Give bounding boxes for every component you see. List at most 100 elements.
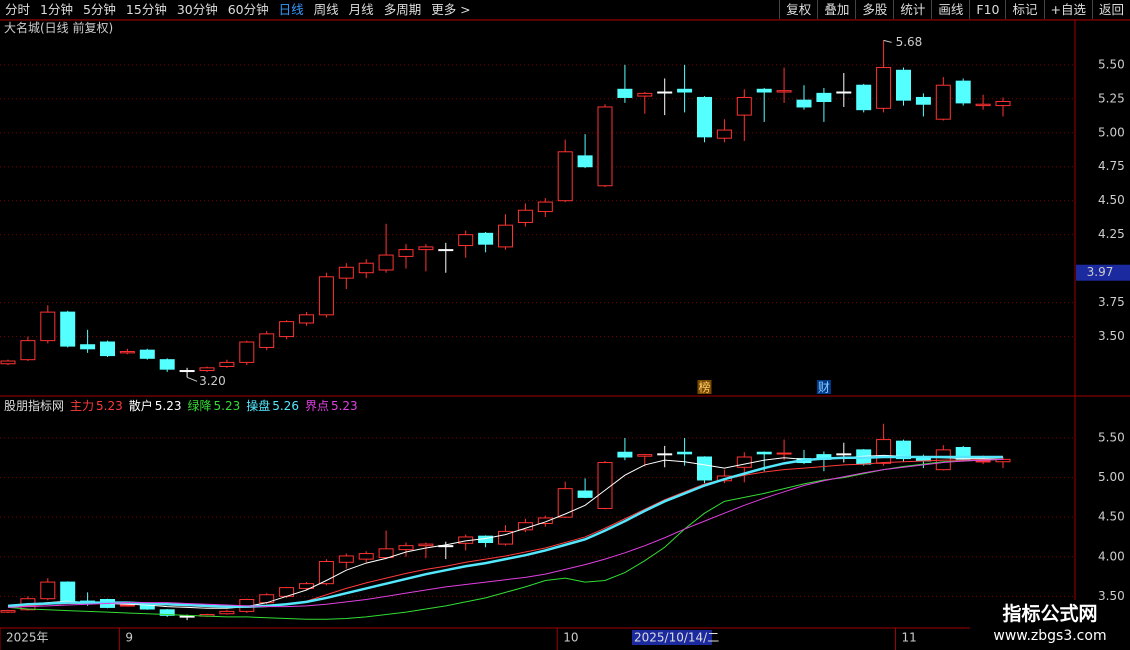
tab[interactable]: 多周期 — [383, 2, 422, 17]
candle-body — [955, 80, 971, 104]
candle-body — [418, 543, 434, 547]
candle-body — [438, 249, 454, 252]
candle-body — [537, 201, 553, 213]
candle-body — [617, 451, 633, 458]
candle-body — [935, 84, 951, 120]
candle-body — [299, 583, 314, 589]
buttons: 复权 叠加 多股 统计 画线 F10 标记 +自选 返回 — [779, 0, 1130, 19]
y-tick-label: 4.50 — [1098, 510, 1125, 524]
candle-body — [40, 311, 56, 342]
tab[interactable]: 60分钟 — [227, 2, 269, 17]
candle-body — [100, 341, 115, 357]
candle-body — [896, 69, 911, 101]
candle-body — [776, 452, 792, 455]
tab[interactable]: 1分钟 — [40, 2, 73, 17]
candle-body — [876, 67, 892, 109]
candle-body — [836, 91, 852, 94]
y-tick-label: 3.75 — [1098, 295, 1125, 309]
toolbar-button[interactable]: 标记 — [1005, 0, 1043, 19]
candle-body — [776, 90, 792, 93]
candle-body — [219, 361, 235, 367]
y-tick-label: 4.75 — [1098, 159, 1125, 173]
legend-value: 5.23 — [213, 399, 241, 413]
candle-body — [378, 254, 394, 271]
candle-body — [318, 276, 334, 316]
candle-body — [657, 91, 673, 94]
legend-value: 5.23 — [330, 399, 358, 413]
tab[interactable]: 日线 — [278, 2, 304, 17]
tab[interactable]: 5分钟 — [82, 2, 116, 17]
toolbar-button[interactable]: 统计 — [893, 0, 931, 19]
candle-body — [716, 129, 732, 139]
candle-body — [40, 581, 56, 600]
candle-body — [199, 367, 215, 372]
toolbar-button[interactable]: F10 — [969, 0, 1005, 19]
event-box — [697, 380, 712, 394]
candle-body — [557, 151, 573, 202]
tab[interactable]: 更多 > — [431, 2, 471, 17]
candle-body — [577, 155, 593, 168]
toolbar-button[interactable]: 叠加 — [817, 0, 855, 19]
candle-body — [836, 453, 852, 456]
legend-name: 散户 — [128, 399, 153, 413]
candle-body — [876, 439, 892, 464]
tab[interactable]: 分时 — [5, 2, 31, 17]
candle-body — [378, 548, 394, 559]
legend-name: 操盘 — [246, 399, 271, 413]
candle-body — [796, 99, 812, 108]
legend-name: 界点 — [304, 399, 329, 413]
candle-body — [677, 88, 693, 93]
candle-body — [597, 462, 613, 509]
candle-body — [995, 101, 1011, 107]
tab[interactable]: 月线 — [348, 2, 374, 17]
x-tick-label: 2025年 — [6, 631, 49, 645]
candle-body — [557, 488, 573, 518]
candle-body — [299, 314, 314, 324]
tab[interactable]: 周线 — [313, 2, 339, 17]
cursor-date: 2025/10/14/二 — [634, 631, 719, 645]
high-label: 5.68 — [896, 35, 923, 49]
candle-body — [915, 96, 931, 105]
legend-value: 5.23 — [154, 399, 182, 413]
toolbar-button[interactable]: 多股 — [855, 0, 893, 19]
candle-body — [259, 333, 275, 348]
candle-body — [119, 604, 135, 607]
toolbar-button[interactable]: 画线 — [931, 0, 969, 19]
indicator-header: 股朋指标网 主力 5.23 散户 5.23 绿降 5.23 操盘 5.26 界点 5.23 — [4, 398, 358, 414]
event-marker: 榜 — [698, 380, 710, 395]
candle-body — [338, 555, 354, 563]
high-pointer — [883, 39, 892, 43]
legend-name: 绿降 — [187, 399, 212, 413]
legend-value: 5.23 — [96, 399, 123, 413]
candle-body — [537, 517, 553, 524]
toolbar-button[interactable]: +自选 — [1043, 0, 1092, 19]
tab[interactable]: 30分钟 — [176, 2, 218, 17]
candle-body — [0, 360, 16, 365]
cursor-price-box — [1076, 264, 1130, 281]
y-tick-label: 5.00 — [1098, 470, 1125, 484]
candle-body — [418, 246, 434, 251]
candle-body — [60, 311, 76, 347]
candle-body — [736, 456, 752, 468]
candle-body — [478, 232, 494, 245]
tab[interactable]: 15分钟 — [125, 2, 167, 17]
legend-name: 主力 — [70, 399, 95, 413]
y-tick-label: 3.50 — [1098, 589, 1125, 603]
x-tick-label: 9 — [125, 631, 133, 645]
toolbar-button[interactable]: 返回 — [1091, 0, 1130, 19]
candle-body — [119, 351, 135, 354]
y-tick-label: 5.50 — [1098, 57, 1125, 71]
toolbar: 分时 1分钟 5分钟 15分钟 30分钟 60分钟 日线 周线 月线 多周期 更多 > 复权 叠加 多股统… — [0, 0, 1130, 20]
indicator-title: 股朋指标网 — [4, 399, 65, 413]
toolbar-button[interactable]: 复权 — [779, 0, 817, 19]
candle-body — [458, 234, 474, 247]
candle-body — [736, 96, 752, 116]
candle-body — [398, 249, 414, 257]
candle-body — [756, 88, 772, 93]
y-tick-label: 4.25 — [1098, 227, 1125, 241]
candle-body — [20, 340, 36, 361]
candle-body — [756, 451, 772, 455]
candle-body — [498, 530, 513, 545]
candle-body — [159, 609, 175, 616]
